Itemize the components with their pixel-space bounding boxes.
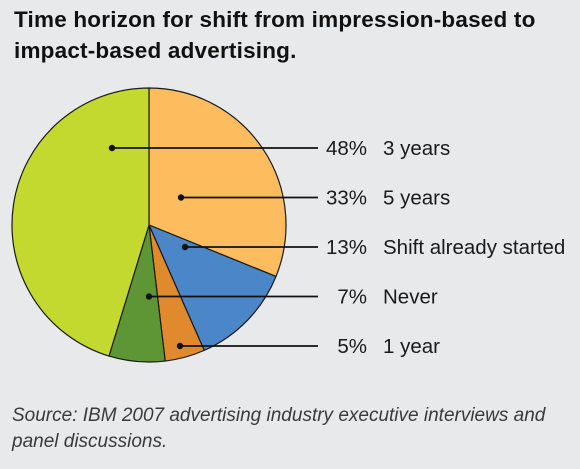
slice-labels: 48% 3 years 33% 5 years 13% Shift already sta…: [326, 137, 565, 358]
source-line-1: Source: IBM 2007 advertising industry ex…: [12, 405, 546, 426]
category-label-1-year: 1 year: [383, 335, 440, 358]
value-label-shift-already-started: 13%: [326, 236, 367, 259]
pie-slice-shift-already-started: [148, 224, 277, 351]
leader-dot-5-years: [177, 194, 185, 201]
category-label-5-years: 5 years: [383, 187, 450, 210]
leader-dot-never: [145, 293, 153, 300]
category-label-never: Never: [383, 286, 438, 309]
leader-dot-1-year: [176, 342, 184, 350]
value-label-5-years: 33%: [326, 187, 367, 210]
chart-title: Time horizon for shift from impression-b…: [14, 4, 574, 66]
leader-dot-shift-already-started: [181, 243, 189, 251]
pie-slice-3-years: [11, 87, 150, 357]
chart-title-line-2: impact-based advertising.: [14, 38, 297, 63]
value-label-1-year: 5%: [337, 335, 367, 358]
chart-title-line-1: Time horizon for shift from impression-b…: [14, 7, 536, 32]
leader-lines: [108, 144, 318, 350]
value-label-3-years: 48%: [326, 137, 367, 160]
value-label-never: 7%: [337, 286, 367, 309]
category-label-3-years: 3 years: [383, 137, 450, 160]
pie-slices: [11, 87, 287, 363]
source-note: Source: IBM 2007 advertising industry ex…: [12, 403, 572, 455]
leader-dot-3-years: [108, 144, 116, 152]
category-label-shift-already-started: Shift already started: [383, 236, 565, 259]
source-line-2: panel discussions.: [12, 431, 168, 452]
